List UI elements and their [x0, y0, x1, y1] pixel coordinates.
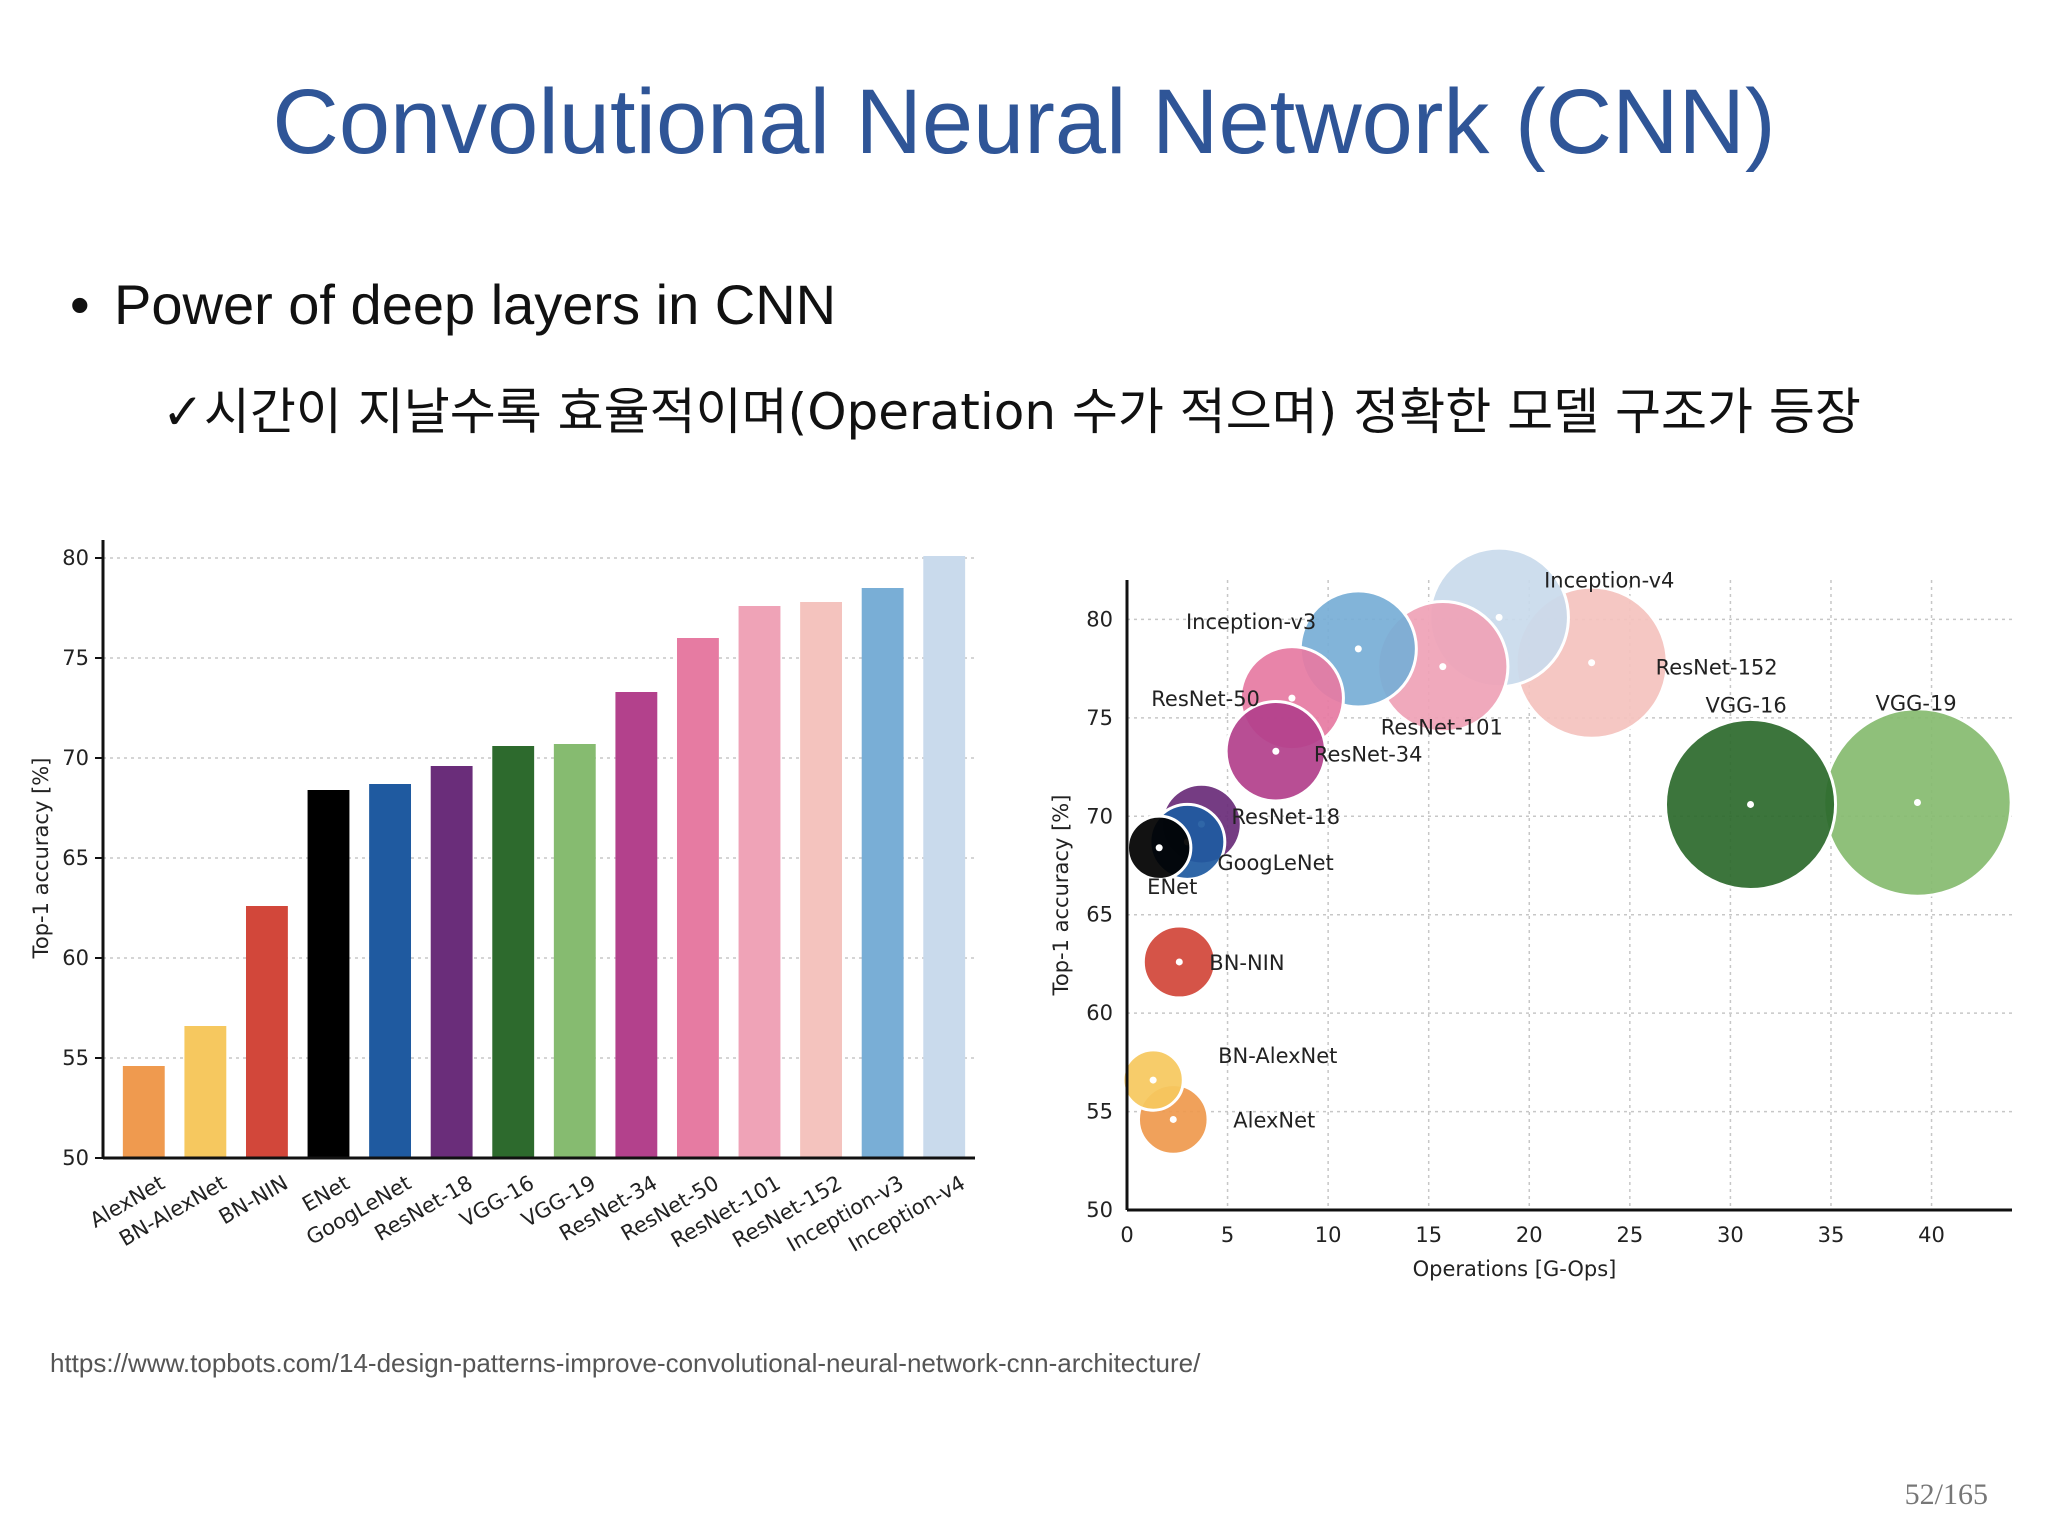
bubble-label-vgg-16: VGG-16: [1706, 693, 1787, 717]
page-number: 52/165: [1904, 1478, 1988, 1511]
bubble-ytick-label: 80: [1086, 607, 1113, 631]
bubble-center-dot: [1495, 613, 1503, 621]
bar-ytick-label: 80: [62, 546, 89, 570]
bubble-label-resnet-152: ResNet-152: [1656, 656, 1778, 680]
bubble-xtick-label: 30: [1717, 1223, 1744, 1247]
bubble-label-resnet-34: ResNet-34: [1314, 742, 1423, 766]
bar-inception-v3: [861, 588, 904, 1158]
bubble-center-dot: [1747, 800, 1755, 808]
bubble-center-dot: [1149, 1076, 1157, 1084]
bubble-xtick-label: 0: [1120, 1223, 1133, 1247]
bubble-xtick-label: 40: [1918, 1223, 1945, 1247]
bubble-center-dot: [1169, 1115, 1177, 1123]
bar-googlenet: [369, 784, 412, 1158]
bubble-xtick-label: 20: [1516, 1223, 1543, 1247]
bubble-x-axis-label: Operations [G-Ops]: [1413, 1257, 1617, 1281]
bubble-center-dot: [1354, 645, 1362, 653]
bubble-chart: 50 55 60 65 70 75 80 0 5 10 15 20 25 30 35 40 Operations…: [1049, 546, 2013, 1281]
bar-xtick-label: BN-NIN: [215, 1171, 292, 1229]
bubble-xtick-label: 35: [1818, 1223, 1845, 1247]
bubble-label-vgg-19: VGG-19: [1875, 691, 1956, 715]
bullet-item: • Power of deep layers in CNN: [70, 272, 836, 337]
bar-y-axis-label: Top-1 accuracy [%]: [29, 758, 53, 960]
bubble-ytick-label: 50: [1086, 1198, 1113, 1222]
bubble-label-inception-v4: Inception-v4: [1544, 568, 1674, 592]
bar-ytick-label: 75: [62, 646, 89, 670]
bar-resnet-18: [430, 766, 473, 1158]
bubble-xtick-label: 25: [1616, 1223, 1643, 1247]
bar-bn-alexnet: [184, 1026, 227, 1158]
bar-vgg-19: [553, 744, 596, 1158]
bubble-center-dot: [1439, 663, 1447, 671]
bar-inception-v4: [923, 556, 966, 1158]
bar-ytick-label: 50: [62, 1146, 89, 1170]
bubble-label-resnet-50: ResNet-50: [1151, 687, 1260, 711]
bubble-label-inception-v3: Inception-v3: [1186, 610, 1316, 634]
bar-ytick-label: 70: [62, 746, 89, 770]
bubble-center-dot: [1175, 958, 1183, 966]
bar-resnet-34: [615, 692, 658, 1158]
bubble-ytick-label: 75: [1086, 706, 1113, 730]
bar-ytick-label: 60: [62, 946, 89, 970]
bubble-xtick-label: 5: [1221, 1223, 1234, 1247]
bubble-label-bn-nin: BN-NIN: [1209, 951, 1284, 975]
bubble-center-dot: [1155, 844, 1163, 852]
bar-bn-nin: [245, 906, 288, 1158]
sub-bullet-text: ✓시간이 지날수록 효율적이며(Operation 수가 적으며) 정확한 모델…: [162, 383, 1861, 441]
bubble-ytick-label: 55: [1086, 1100, 1113, 1124]
bubble-center-dot: [1913, 798, 1921, 806]
bubble-center-dot: [1588, 659, 1596, 667]
bar-enet: [307, 790, 350, 1158]
bullet-text: Power of deep layers in CNN: [114, 273, 837, 336]
bubble-y-axis-label: Top-1 accuracy [%]: [1049, 795, 1073, 997]
bar-resnet-152: [800, 602, 843, 1158]
bar-alexnet: [122, 1066, 165, 1158]
source-url[interactable]: https://www.topbots.com/14-design-patter…: [50, 1348, 1201, 1378]
bubble-center-dot: [1272, 747, 1280, 755]
bubble-xtick-label: 10: [1315, 1223, 1342, 1247]
bubble-label-googlenet: GoogLeNet: [1217, 851, 1333, 875]
bubble-xtick-label: 15: [1415, 1223, 1442, 1247]
bubble-label-enet: ENet: [1147, 875, 1197, 899]
bubble-label-resnet-101: ResNet-101: [1381, 716, 1503, 740]
bubble-ytick-label: 65: [1086, 903, 1113, 927]
bar-resnet-50: [676, 638, 719, 1158]
bar-ytick-label: 65: [62, 846, 89, 870]
bubble-label-bn-alexnet: BN-AlexNet: [1218, 1044, 1337, 1068]
bar-ytick-label: 55: [62, 1046, 89, 1070]
bar-resnet-101: [738, 606, 781, 1158]
bubble-ytick-label: 60: [1086, 1001, 1113, 1025]
bubble-label-alexnet: AlexNet: [1233, 1108, 1315, 1132]
bar-vgg-16: [492, 746, 535, 1158]
bullet-dot-icon: •: [70, 273, 90, 336]
slide-title: Convolutional Neural Network (CNN): [272, 71, 1776, 173]
bubble-ytick-label: 70: [1086, 804, 1113, 828]
bubble-label-resnet-18: ResNet-18: [1231, 805, 1340, 829]
bubble-center-dot: [1288, 694, 1296, 702]
